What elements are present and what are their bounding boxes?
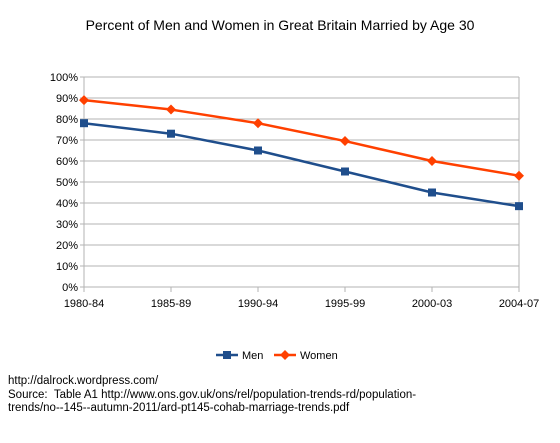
y-axis-ticks: 0% 10% 20% 30% 40% 50% 60% 70% 80% 90% 100% — [50, 72, 78, 294]
axes — [80, 76, 520, 292]
y-tick-label: 70% — [56, 135, 78, 147]
x-tick-label: 1985-89 — [151, 298, 191, 310]
gridlines — [84, 76, 519, 288]
y-tick-label: 80% — [56, 114, 78, 126]
x-tick-label: 1990-94 — [238, 298, 278, 310]
data-point-men — [428, 188, 436, 197]
legend-marker-men — [223, 351, 231, 359]
x-tick-label: 2000-03 — [412, 298, 452, 310]
x-tick-label: 2004-07 — [499, 298, 539, 310]
y-tick-label: 50% — [56, 177, 78, 189]
series-line-women — [83, 98, 520, 177]
y-tick-label: 10% — [56, 261, 78, 273]
data-point-women — [166, 104, 176, 115]
data-point-women — [79, 95, 89, 106]
data-point-women — [253, 118, 263, 129]
legend: Men Women — [216, 350, 338, 362]
x-tick-label: 1995-99 — [325, 298, 365, 310]
data-point-women — [340, 136, 350, 147]
chart-title: Percent of Men and Women in Great Britai… — [86, 17, 475, 33]
data-point-men — [254, 146, 262, 155]
data-point-men — [167, 129, 175, 138]
footer-source-line-2: trends/no--145--autumn-2011/ard-pt145-co… — [8, 402, 350, 414]
legend-marker-women — [280, 350, 290, 360]
data-point-women — [427, 156, 437, 166]
y-tick-label: 0% — [62, 282, 78, 294]
data-point-men — [80, 119, 88, 128]
data-point-men — [515, 202, 523, 211]
legend-label-men: Men — [242, 350, 263, 362]
y-tick-label: 20% — [56, 240, 78, 252]
legend-label-women: Women — [300, 350, 338, 362]
y-tick-label: 60% — [56, 156, 78, 168]
data-point-women — [514, 170, 524, 181]
footer-source-line: Source: Table A1 http://www.ons.gov.uk/o… — [8, 388, 417, 401]
series-line-men — [83, 121, 520, 208]
y-tick-label: 40% — [56, 198, 78, 210]
y-tick-label: 100% — [50, 72, 78, 84]
x-axis-ticks: 1980-84 1985-89 1990-94 1995-99 2000-03 2004-… — [64, 298, 539, 310]
y-tick-label: 90% — [56, 93, 78, 105]
footer-url: http://dalrock.wordpress.com/ — [8, 375, 159, 387]
x-tick-label: 1980-84 — [64, 298, 104, 310]
series-group — [79, 95, 524, 211]
y-tick-label: 30% — [56, 219, 78, 231]
footer-source: http://dalrock.wordpress.com/ Source: Ta… — [8, 375, 416, 416]
data-point-men — [341, 167, 349, 176]
